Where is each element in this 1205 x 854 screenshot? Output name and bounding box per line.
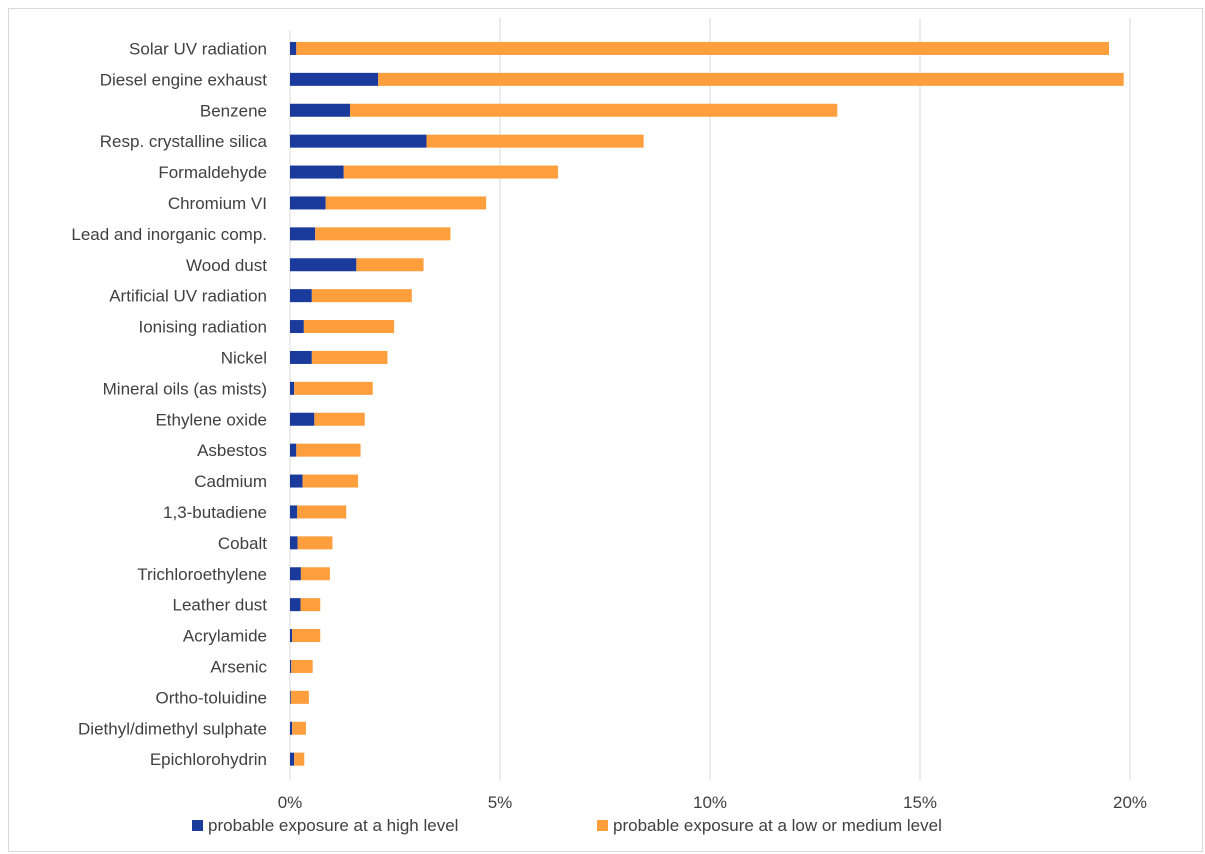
bar-segment-low-medium (300, 567, 330, 581)
bar-segment-high (290, 72, 379, 86)
bar-segment-low-medium (292, 721, 306, 735)
bar-segment-low-medium (350, 103, 838, 117)
bar-segment-low-medium (292, 629, 321, 643)
bar-segment-high (290, 412, 315, 426)
bar-segment-high (290, 350, 312, 364)
gridlines (289, 18, 1131, 781)
bar-segment-high (290, 134, 427, 148)
legend-label-high: probable exposure at a high level (208, 816, 458, 835)
category-label: Arsenic (210, 657, 267, 676)
category-labels: Solar UV radiation Diesel engine exhaust B… (71, 39, 267, 769)
bar-segment-high (290, 567, 301, 581)
bar-segment-high (290, 165, 344, 179)
legend-label-low-medium: probable exposure at a low or medium lev… (613, 816, 942, 835)
bar-segment-high (290, 598, 301, 612)
category-label: Diesel engine exhaust (100, 70, 268, 89)
category-label: Asbestos (197, 441, 267, 460)
bar-segment-low-medium (291, 659, 313, 673)
bar-segment-high (290, 752, 295, 766)
category-label: Cobalt (218, 534, 267, 553)
bar-segment-low-medium (311, 289, 412, 303)
category-label: Resp. crystalline silica (100, 132, 268, 151)
category-label: Ionising radiation (138, 318, 267, 337)
bar-segment-high (290, 320, 304, 334)
category-label: Formaldehyde (158, 163, 267, 182)
bar-segment-high (290, 381, 295, 395)
category-label: Lead and inorganic comp. (71, 225, 267, 244)
bars-group (290, 41, 1124, 766)
bar-segment-low-medium (297, 536, 333, 550)
bar-segment-low-medium (302, 474, 359, 488)
category-label: Nickel (221, 348, 267, 367)
legend: probable exposure at a high level probab… (192, 816, 942, 835)
bar-segment-low-medium (314, 412, 365, 426)
x-tick-label: 10% (693, 793, 727, 812)
category-label: Epichlorohydrin (150, 750, 267, 769)
x-tick-labels: 0% 5% 10% 15% 20% (278, 793, 1147, 812)
bar-segment-low-medium (297, 505, 347, 519)
category-label: Solar UV radiation (129, 39, 267, 58)
bar-segment-low-medium (294, 752, 305, 766)
category-label: Ortho-toluidine (155, 688, 267, 707)
bar-segment-low-medium (378, 72, 1124, 86)
x-tick-label: 20% (1113, 793, 1147, 812)
bar-segment-low-medium (300, 598, 321, 612)
category-label: Benzene (200, 101, 267, 120)
bar-segment-high (290, 443, 297, 457)
bar-segment-low-medium (296, 443, 361, 457)
bar-segment-high (290, 536, 298, 550)
category-label: Wood dust (186, 256, 267, 275)
chart-frame (8, 8, 1203, 852)
bar-segment-low-medium (426, 134, 644, 148)
bar-segment-low-medium (290, 690, 309, 704)
bar-segment-low-medium (296, 41, 1109, 55)
legend-swatch-low-medium (597, 820, 608, 831)
category-label: Trichloroethylene (137, 565, 267, 584)
x-tick-label: 5% (488, 793, 513, 812)
bar-segment-high (290, 289, 312, 303)
bar-segment-high (290, 629, 293, 643)
bar-segment-high (290, 659, 292, 673)
bar-segment-high (290, 227, 316, 241)
bar-segment-low-medium (303, 320, 395, 334)
bar-segment-high (290, 41, 297, 55)
bar-segment-low-medium (343, 165, 558, 179)
x-tick-label: 15% (903, 793, 937, 812)
category-label: Cadmium (194, 472, 267, 491)
bar-segment-high (290, 721, 293, 735)
legend-swatch-high (192, 820, 203, 831)
bar-segment-high (290, 505, 298, 519)
category-label: 1,3-butadiene (163, 503, 267, 522)
bar-segment-high (290, 196, 326, 210)
bar-segment-low-medium (325, 196, 487, 210)
category-label: Ethylene oxide (155, 410, 267, 429)
category-label: Acrylamide (183, 627, 267, 646)
bar-segment-low-medium (356, 258, 424, 272)
bar-segment-high (290, 103, 351, 117)
category-label: Leather dust (172, 596, 267, 615)
bar-segment-high (290, 690, 291, 704)
x-tick-label: 0% (278, 793, 303, 812)
bar-segment-low-medium (311, 350, 388, 364)
bar-segment-low-medium (315, 227, 451, 241)
bar-segment-low-medium (294, 381, 373, 395)
bar-segment-high (290, 258, 357, 272)
bar-segment-high (290, 474, 303, 488)
category-label: Mineral oils (as mists) (103, 379, 267, 398)
category-label: Chromium VI (168, 194, 267, 213)
category-label: Artificial UV radiation (109, 287, 267, 306)
category-label: Diethyl/dimethyl sulphate (78, 719, 267, 738)
